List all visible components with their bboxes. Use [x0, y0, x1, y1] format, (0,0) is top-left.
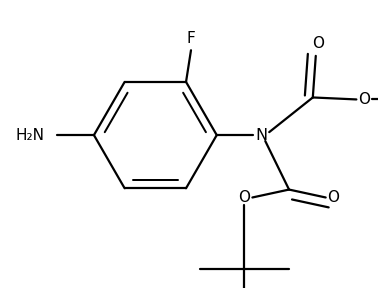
Text: O: O: [312, 36, 324, 51]
Text: O: O: [328, 190, 340, 205]
Text: H₂N: H₂N: [16, 127, 44, 142]
Text: O: O: [239, 190, 250, 205]
Text: N: N: [255, 127, 268, 142]
Text: O: O: [358, 92, 370, 107]
Text: F: F: [187, 31, 195, 46]
